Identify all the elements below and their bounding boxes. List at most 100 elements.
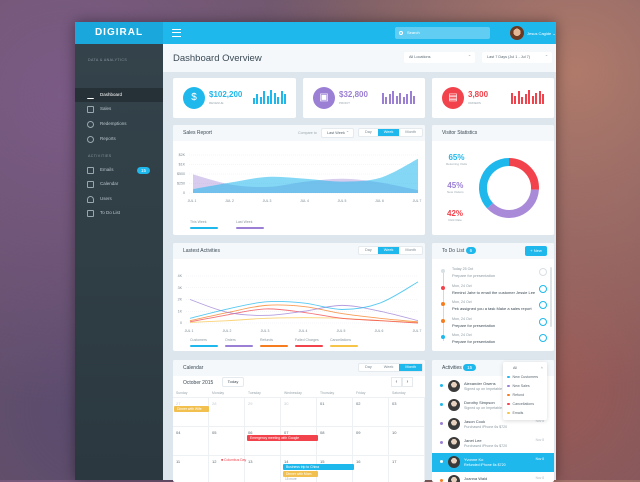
day-button[interactable]: Day [365, 130, 372, 134]
weekday-label: Thursday [320, 391, 335, 395]
today-button[interactable]: Today [222, 377, 244, 387]
calendar-day[interactable]: 05 [209, 426, 245, 455]
more-events-link[interactable]: 15 more [285, 477, 297, 481]
logo[interactable]: DIGIRAL [75, 22, 163, 44]
mini-bar [406, 94, 408, 104]
sidebar-item-users[interactable]: Users [75, 192, 163, 206]
activity-item[interactable]: Dorothy Simpson Signed up on Impetable [432, 396, 554, 415]
filter-option[interactable]: Cancellations [507, 402, 534, 406]
mini-bar [399, 92, 401, 104]
search-input[interactable]: Search [395, 27, 490, 39]
calendar-day[interactable]: 10 [389, 426, 425, 455]
calendar-day[interactable]: 03 [389, 397, 425, 426]
activity-filter-dropdown[interactable]: All ˄ New Customers New Sales Refund Cancel… [503, 362, 547, 420]
sidebar-item-redemptions[interactable]: Redemptions [75, 117, 163, 131]
day-button[interactable]: Day [365, 365, 372, 369]
legend-item: Failed Charges [295, 338, 323, 347]
todo-item[interactable]: Today 25 Oct Prepare for presentation [432, 265, 554, 282]
month-button[interactable]: Month [399, 364, 422, 371]
stat-value: $102,200 [209, 90, 243, 99]
calendar-day[interactable]: 28 [209, 397, 245, 426]
avatar[interactable] [510, 26, 524, 40]
card-title: To Do List 6 [432, 243, 554, 259]
todo-item[interactable]: Mon, 24 Oct Prepare for presentation [432, 315, 554, 332]
checkbox-circle[interactable] [539, 284, 547, 293]
sidebar-item-dashboard[interactable]: Dashboard [75, 88, 163, 102]
status-dot [441, 302, 445, 306]
sidebar: DATA & ANALYTICS Dashboard Sales Redempt… [75, 44, 163, 480]
calendar-day[interactable]: 11 [173, 455, 209, 482]
sidebar-item-todo[interactable]: To Do List [75, 206, 163, 220]
page-header: Dashboard Overview All Locations Last 7 … [163, 44, 556, 72]
week-button[interactable]: Week [377, 247, 400, 254]
calendar-day[interactable]: 30 [281, 397, 317, 426]
activity-item[interactable]: Janet Lee Purchased iPhone 6s $720 Nov 8 [432, 434, 554, 453]
mini-bar [252, 98, 255, 104]
visitor-statistics-card: Visitor Statistics 65% Returning Visits 4… [432, 125, 554, 235]
month-button[interactable]: Month [405, 130, 416, 134]
filter-option[interactable]: Refund [507, 393, 524, 397]
calendar-event[interactable]: Business trip to China [283, 464, 354, 470]
week-button[interactable]: Week [377, 129, 400, 136]
filter-option[interactable]: New Sales [507, 384, 530, 388]
todo-item[interactable]: Mon, 24 Oct Prepare for presentation [432, 331, 554, 348]
mini-bar-chart [252, 90, 286, 104]
week-button[interactable]: Week [383, 365, 394, 369]
weekday-label: Tuesday [248, 391, 261, 395]
sidebar-item-sales[interactable]: Sales [75, 102, 163, 116]
donut-segment [479, 158, 510, 209]
date-range-select[interactable]: Last 7 Days (Jul 1 - Jul 7) [482, 50, 552, 63]
checkbox-circle[interactable] [539, 301, 547, 309]
calendar-day[interactable]: 09 [353, 426, 389, 455]
calendar-day[interactable]: 17 [389, 455, 425, 482]
sidebar-item-calendar[interactable]: Calendar [75, 177, 163, 191]
mini-bar [524, 94, 527, 104]
calendar-event[interactable]: Emergency meeting with Google [247, 435, 318, 441]
dollar-circle-icon [87, 120, 94, 128]
new-todo-button[interactable]: + New [525, 246, 547, 256]
activity-item[interactable]: Jason Cook Purchased iPhone 6s $720 Nov 8 [432, 415, 554, 434]
filter-option[interactable]: Emails [507, 411, 523, 415]
calendar-day[interactable]: 16 [353, 455, 389, 482]
latest-activities-card: Lastest Activities Day Week Month Customer… [173, 243, 425, 351]
scrollbar[interactable] [550, 267, 552, 327]
activity-item[interactable]: Yvonne Ko Refunded iPhone 6s $720 Nov 8 [432, 453, 554, 472]
donut-segment [508, 158, 539, 190]
location-select[interactable]: All Locations [404, 50, 475, 63]
todo-item[interactable]: Mon, 24 Oct Remind Jahe to email the cust… [432, 282, 554, 299]
legend-item: Orders [225, 338, 253, 347]
activity-item[interactable]: Joanna Wald Nov 8 [432, 472, 554, 482]
mini-bar-chart [381, 90, 415, 104]
filter-option[interactable]: New Customers [507, 375, 538, 379]
calendar-day[interactable]: 02 [353, 397, 389, 426]
hamburger-menu-icon[interactable] [172, 29, 181, 37]
calendar-day[interactable]: 04 [173, 426, 209, 455]
filter-selected[interactable]: All [513, 366, 517, 370]
mini-bar [273, 92, 276, 104]
activity-item[interactable]: Alexander Owens Signed up on Impetable [432, 377, 554, 396]
calendar-day[interactable]: 01 [317, 397, 353, 426]
day-button[interactable]: Day [365, 248, 372, 252]
mini-bar [392, 91, 394, 104]
avatar [448, 418, 460, 430]
legend-last-week: Last Week [236, 220, 264, 229]
todo-item[interactable]: Mon, 24 Oct Pek assigned you a task Make … [432, 298, 554, 315]
calendar-event[interactable]: Dinner with Wife [174, 406, 209, 412]
checkbox-circle[interactable] [539, 317, 547, 326]
user-menu[interactable]: Jesus Cagide ⌄ [527, 31, 556, 36]
compare-select[interactable]: Last Week [321, 127, 354, 138]
prev-month-button[interactable]: ‹ [391, 377, 402, 387]
checked-circle-icon[interactable] [539, 268, 547, 276]
calendar-day[interactable]: 12 [209, 455, 245, 482]
calendar-day[interactable]: 13 [245, 455, 281, 482]
sidebar-item-reports[interactable]: Reports [75, 132, 163, 146]
month-button[interactable]: Month [405, 248, 416, 252]
calendar-day[interactable]: 08 [317, 426, 353, 455]
calendar-event[interactable]: Dinner with Mom [283, 471, 318, 477]
bar-chart-icon [87, 92, 94, 99]
checkbox-circle[interactable] [539, 334, 547, 342]
next-month-button[interactable]: › [402, 377, 413, 387]
mini-bar [413, 95, 415, 104]
calendar-day[interactable]: 29 [245, 397, 281, 426]
sidebar-item-emails[interactable]: Emails 15 [75, 163, 163, 177]
